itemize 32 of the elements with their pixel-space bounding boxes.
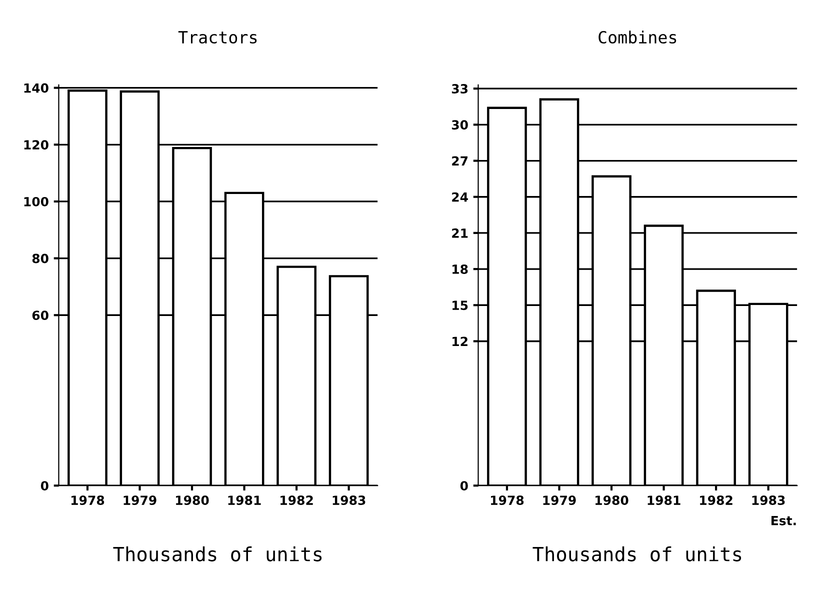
y-tick-label: 0 bbox=[460, 481, 468, 491]
x-axis-title: Thousands of units bbox=[532, 546, 742, 562]
x-tick-label: 1983 bbox=[752, 496, 785, 505]
y-tick-label: 33 bbox=[452, 84, 468, 94]
x-tick-label: 1980 bbox=[176, 496, 209, 505]
x-tick-label: 1983 bbox=[332, 496, 366, 505]
y-tick-label: 0 bbox=[40, 481, 48, 491]
x-tick-label: 1979 bbox=[543, 496, 576, 505]
x-tick-label: 1980 bbox=[596, 496, 628, 505]
y-tick-label: 21 bbox=[452, 228, 468, 238]
y-tick-label: 15 bbox=[452, 300, 468, 310]
x-tick-label: 1981 bbox=[228, 496, 261, 505]
y-tick-label: 80 bbox=[32, 254, 48, 264]
y-tick-label: 120 bbox=[24, 140, 48, 150]
x-tick-label: 1981 bbox=[648, 496, 680, 505]
chart-title: Tractors bbox=[178, 31, 257, 44]
y-tick-label: 30 bbox=[452, 120, 468, 130]
x-tick-label: 1978 bbox=[71, 496, 104, 505]
y-tick-label: 27 bbox=[452, 156, 468, 166]
x-axis-title: Thousands of units bbox=[113, 546, 322, 562]
y-tick-label: 24 bbox=[452, 192, 468, 202]
y-tick-label: 100 bbox=[24, 196, 48, 206]
x-tick-label: 1979 bbox=[124, 496, 156, 505]
x-tick-label: 1982 bbox=[700, 496, 732, 505]
chart-title: Combines bbox=[598, 30, 676, 44]
y-tick-label: 18 bbox=[452, 264, 468, 274]
y-tick-label: 140 bbox=[24, 83, 48, 93]
x-tick-label: 1978 bbox=[490, 496, 524, 505]
y-tick-label: 60 bbox=[32, 310, 48, 320]
y-tick-label: 12 bbox=[452, 336, 468, 346]
text: Est. bbox=[771, 516, 796, 526]
x-tick-label: 1982 bbox=[280, 496, 313, 505]
